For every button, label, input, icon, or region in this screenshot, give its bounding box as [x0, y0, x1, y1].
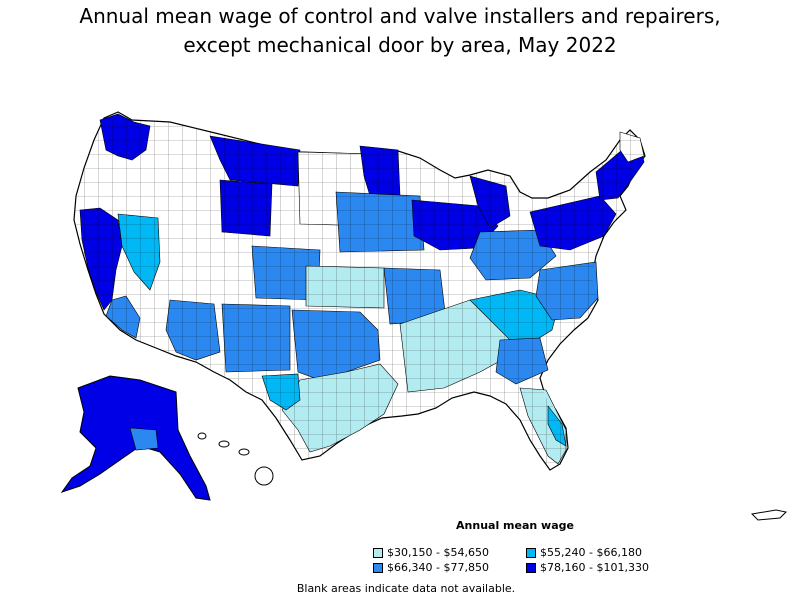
legend-title: Annual mean wage — [456, 519, 574, 532]
hawaii — [197, 432, 274, 486]
legend-label-1: $30,150 - $54,650 — [387, 546, 489, 559]
hawaii-island-2 — [218, 440, 230, 448]
hawaii-island-1 — [197, 432, 207, 440]
hawaii-island-4 — [254, 466, 274, 486]
legend-swatch-2 — [526, 547, 536, 558]
hawaii-island-3 — [238, 448, 250, 456]
map-title: Annual mean wage of control and valve in… — [0, 2, 800, 60]
alaska-central-area — [129, 427, 159, 451]
legend-item-1: $30,150 - $54,650 — [373, 546, 489, 559]
map-title-line-2: except mechanical door by area, May 2022 — [183, 33, 617, 57]
legend-swatch-3 — [373, 562, 383, 573]
footnote: Blank areas indicate data not available. — [296, 582, 516, 595]
map-title-line-1: Annual mean wage of control and valve in… — [79, 4, 721, 28]
legend-swatch-4 — [526, 562, 536, 573]
legend-item-2: $55,240 - $66,180 — [526, 546, 642, 559]
legend-item-3: $66,340 - $77,850 — [373, 561, 489, 574]
legend-item-4: $78,160 - $101,330 — [526, 561, 649, 574]
area-boundaries — [74, 112, 645, 470]
legend-swatch-1 — [373, 547, 383, 558]
legend-label-4: $78,160 - $101,330 — [540, 561, 649, 574]
alaska — [60, 375, 211, 501]
legend-label-3: $66,340 - $77,850 — [387, 561, 489, 574]
legend-label-2: $55,240 - $66,180 — [540, 546, 642, 559]
puerto-rico — [750, 509, 788, 521]
